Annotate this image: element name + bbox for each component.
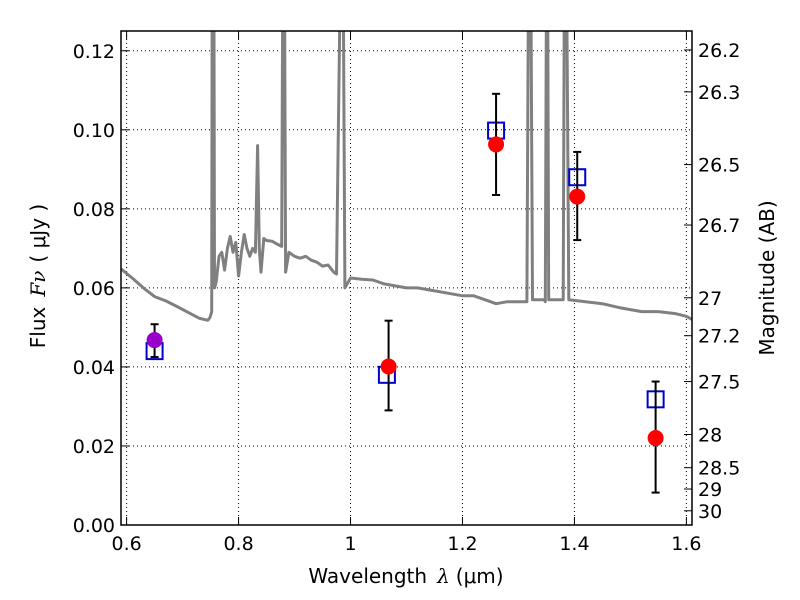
observed-flux-point [380,358,397,375]
observed-flux-point [647,430,664,447]
x-tick-label: 0.8 [223,533,253,555]
y-tick-label: 0.04 [73,357,115,379]
y2-tick-label: 26.2 [698,40,740,62]
axes-frame [120,30,693,526]
x-tick-label: 1.6 [671,533,701,555]
x-tick-label: 1 [344,533,356,555]
y2-tick-label: 27.5 [698,372,740,394]
y2-tick-label: 26.5 [698,155,740,177]
y-tick-label: 0.06 [73,278,115,300]
x-tick-label: 1.2 [447,533,477,555]
x-tick-label: 0.6 [111,533,141,555]
observed-flux-point [488,136,505,153]
plot-frame [120,30,693,526]
model-spectrum-line [121,31,692,322]
tick-marks [121,31,692,526]
y-tick-label: 0.00 [73,515,115,537]
photometry-layer [145,92,665,494]
y-tick-label: 0.10 [73,120,115,142]
y2-tick-label: 30 [698,501,722,523]
y-tick-label: 0.02 [73,436,115,458]
observed-flux-point [569,188,586,205]
y2-axis-label: Magnitude (AB) [755,200,779,355]
y2-tick-label: 28.5 [698,458,740,480]
y2-tick-label: 29 [698,479,722,501]
grid [121,31,692,526]
y-tick-label: 0.12 [73,41,115,63]
model-spectrum-layer [121,31,692,322]
y-axis-label: FluxFν( μJy ) [26,204,50,348]
tick-labels: 0.6 0.8 1 1.2 1.4 1.6 0.00 0.02 0.04 0.06 0.08 0.10… [73,40,741,555]
y2-tick-label: 27.2 [698,326,740,348]
y2-tick-label: 27 [698,288,722,310]
y-tick-label: 0.08 [73,199,115,221]
y2-tick-label: 26.7 [698,215,740,237]
x-axis-label: Wavelength λ (μm) [308,564,503,588]
y2-tick-label: 28 [698,424,722,446]
y2-tick-label: 26.3 [698,82,740,104]
observed-flux-point [146,332,163,349]
x-tick-label: 1.4 [559,533,589,555]
